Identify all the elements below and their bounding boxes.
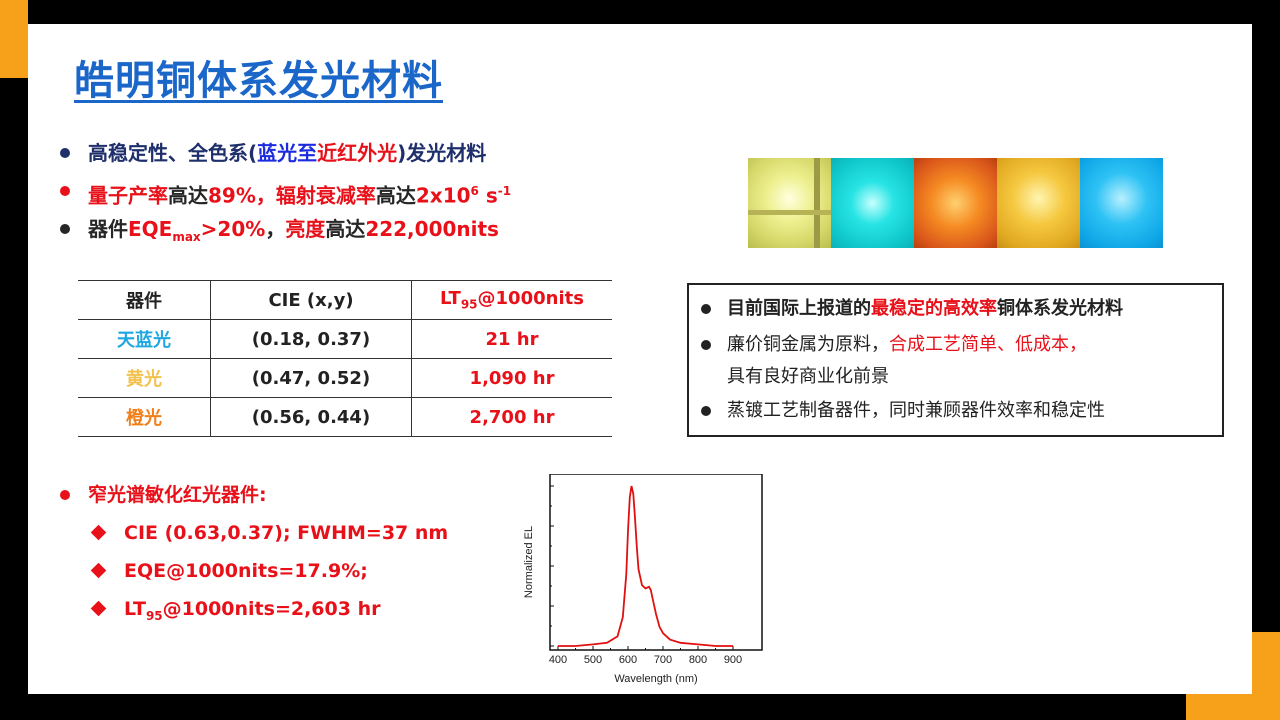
y-ticks (550, 485, 554, 647)
x-ticks: 400 500 600 700 800 900 (549, 646, 742, 666)
device-photo-yellow-green (748, 158, 831, 248)
x-axis-label: Wavelength (nm) (614, 673, 697, 685)
bullet-dot (60, 148, 70, 158)
device-photos (748, 158, 1163, 248)
photo-frame-detail (748, 210, 831, 215)
bullet-quantum-yield: 量子产率高达89%，辐射衰减率高达2x106 s-1 (56, 172, 656, 210)
key-bullets: 高稳定性、全色系(蓝光至近红外光)发光材料 量子产率高达89%，辐射衰减率高达2… (56, 134, 656, 248)
device-name-yellow: 黄光 (78, 358, 211, 398)
table-row: 黄光 (0.47, 0.52) 1,090 hr (78, 358, 612, 398)
box-line-2: 廉价铜金属为原料，合成工艺简单、低成本， (689, 329, 1222, 361)
bullet-dot (60, 186, 70, 196)
lifetime-value: 21 hr (411, 319, 612, 359)
cie-value: (0.56, 0.44) (210, 397, 412, 437)
red-device-heading: 窄光谱敏化红光器件: (56, 476, 448, 514)
cie-value: (0.47, 0.52) (210, 358, 412, 398)
x-tick-label: 400 (549, 654, 567, 666)
device-photo-amber (997, 158, 1080, 248)
box-line-2-continued: 具有良好商业化前景 (727, 366, 889, 387)
bullet-dot (701, 406, 711, 416)
page-title: 皓明铜体系发光材料 (74, 58, 443, 104)
red-device-spec-eqe: EQE@1000nits=17.9%; (56, 552, 448, 590)
bullet-stability: 高稳定性、全色系(蓝光至近红外光)发光材料 (56, 134, 656, 172)
bullet-dot (701, 340, 711, 350)
header-lifetime: LT95@1000nits (411, 280, 612, 320)
table-header-row: 器件 CIE (x,y) LT95@1000nits (78, 280, 612, 320)
device-name-orange: 橙光 (78, 397, 211, 437)
bullet-dot (60, 490, 70, 500)
x-tick-label: 500 (584, 654, 602, 666)
plot-frame (549, 473, 763, 651)
device-name-sky-blue: 天蓝光 (78, 319, 211, 359)
lifetime-value: 2,700 hr (411, 397, 612, 437)
device-photo-orange (914, 158, 997, 248)
highlight-box: 目前国际上报道的最稳定的高效率铜体系发光材料 廉价铜金属为原料，合成工艺简单、低… (687, 283, 1224, 437)
device-photo-cyan (831, 158, 914, 248)
header-cie: CIE (x,y) (210, 280, 412, 320)
y-axis-label: Normalized EL (523, 526, 535, 598)
x-tick-label: 900 (724, 654, 742, 666)
red-device-section: 窄光谱敏化红光器件: CIE (0.63,0.37); FWHM=37 nm E… (56, 476, 448, 628)
red-device-spec-cie: CIE (0.63,0.37); FWHM=37 nm (56, 514, 448, 552)
x-tick-label: 600 (619, 654, 637, 666)
el-spectrum-svg: Wavelength (nm) Normalized EL 400 500 600 7… (523, 473, 763, 685)
x-tick-label: 800 (689, 654, 707, 666)
table-row: 橙光 (0.56, 0.44) 2,700 hr (78, 397, 612, 437)
box-line-1: 目前国际上报道的最稳定的高效率铜体系发光材料 (689, 293, 1222, 325)
accent-block-top-left (0, 0, 28, 78)
bullet-dot (60, 224, 70, 234)
device-table: 器件 CIE (x,y) LT95@1000nits 天蓝光 (0.18, 0.… (78, 280, 612, 437)
el-spectrum-line (558, 485, 733, 647)
el-spectrum-chart: Wavelength (nm) Normalized EL 400 500 600 7… (520, 473, 770, 694)
header-device: 器件 (78, 280, 211, 320)
box-line-3: 蒸镀工艺制备器件，同时兼顾器件效率和稳定性 (689, 395, 1222, 427)
diamond-bullet-icon (90, 524, 107, 541)
red-device-spec-lifetime: LT95@1000nits=2,603 hr (56, 590, 448, 628)
bullet-dot (701, 304, 711, 314)
photo-frame-detail (814, 158, 820, 248)
device-photo-sky-blue (1080, 158, 1163, 248)
table-row: 天蓝光 (0.18, 0.37) 21 hr (78, 319, 612, 359)
cie-value: (0.18, 0.37) (210, 319, 412, 359)
x-tick-label: 700 (654, 654, 672, 666)
bullet-eqe: 器件EQEmax>20%，亮度高达222,000nits (56, 210, 656, 248)
diamond-bullet-icon (90, 562, 107, 579)
diamond-bullet-icon (90, 600, 107, 617)
lifetime-value: 1,090 hr (411, 358, 612, 398)
slide: 皓明铜体系发光材料 高稳定性、全色系(蓝光至近红外光)发光材料 量子产率高达89… (28, 24, 1252, 694)
